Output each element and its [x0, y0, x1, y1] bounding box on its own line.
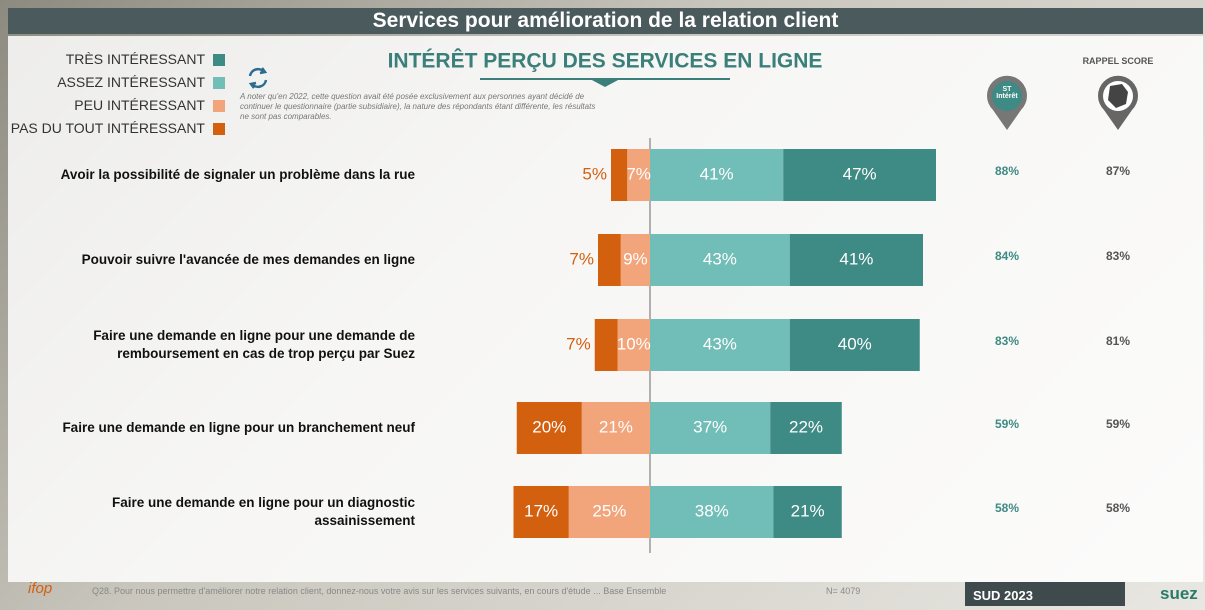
value-label: 41%: [700, 164, 734, 183]
note: A noter qu'en 2022, cette question avait…: [240, 92, 600, 122]
legend-swatch: [213, 100, 225, 112]
value-label: 47%: [843, 164, 877, 183]
legend-label: ASSEZ INTÉRESSANT: [57, 74, 205, 90]
value-label: 40%: [838, 334, 872, 353]
score: 83%: [995, 334, 1019, 348]
legend-label: PAS DU TOUT INTÉRESSANT: [11, 120, 205, 136]
value-label: 38%: [695, 501, 729, 520]
category-label: Faire une demande en ligne pour un diagn…: [60, 484, 415, 540]
legend-swatch: [213, 123, 225, 135]
score: 59%: [1106, 417, 1130, 431]
category-label: Avoir la possibilité de signaler un prob…: [60, 147, 415, 203]
slide: Services pour amélioration de la relatio…: [0, 0, 1205, 610]
value-label: 43%: [703, 334, 737, 353]
value-label: 43%: [703, 249, 737, 268]
score: 58%: [995, 501, 1019, 515]
column-header: RAPPEL SCORE: [1068, 56, 1168, 66]
legend-swatch: [213, 77, 225, 89]
brand: suez: [1160, 584, 1198, 604]
legend-swatch: [213, 54, 225, 66]
value-label: 10%: [617, 334, 651, 353]
category-label: Faire une demande en ligne pour un branc…: [60, 400, 415, 456]
footnote: Q28. Pour nous permettre d'améliorer not…: [92, 586, 666, 596]
legend-label: TRÈS INTÉRESSANT: [66, 51, 205, 67]
value-label: 21%: [791, 501, 825, 520]
value-label: 21%: [599, 417, 633, 436]
value-label: 7%: [566, 334, 591, 353]
edition: SUD 2023: [973, 588, 1033, 603]
value-label: 9%: [623, 249, 648, 268]
score: 84%: [995, 249, 1019, 263]
value-label: 17%: [524, 501, 558, 520]
category-label: Pouvoir suivre l'avancée de mes demandes…: [60, 232, 415, 288]
score: 83%: [1106, 249, 1130, 263]
base: N= 4079: [826, 586, 860, 596]
sync-icon: [250, 68, 266, 88]
title-arrow: [590, 79, 620, 87]
value-label: 41%: [839, 249, 873, 268]
score: 81%: [1106, 334, 1130, 348]
value-label: 5%: [582, 164, 607, 183]
bar-segment: [595, 319, 618, 371]
column-header: ST Intérêt: [992, 86, 1022, 100]
bar-segment: [611, 149, 627, 201]
legend-label: PEU INTÉRESSANT: [74, 97, 205, 113]
score: 87%: [1106, 164, 1130, 178]
value-label: 22%: [789, 417, 823, 436]
chart-title: INTÉRÊT PERÇU DES SERVICES EN LIGNE: [388, 49, 823, 73]
score: 59%: [995, 417, 1019, 431]
score: 58%: [1106, 501, 1130, 515]
value-label: 7%: [626, 164, 651, 183]
category-label: Faire une demande en ligne pour une dema…: [60, 317, 415, 373]
logo: ifop: [28, 580, 52, 597]
value-label: 25%: [592, 501, 626, 520]
value-label: 20%: [532, 417, 566, 436]
bar-segment: [598, 234, 621, 286]
score: 88%: [995, 164, 1019, 178]
value-label: 37%: [693, 417, 727, 436]
value-label: 7%: [569, 249, 594, 268]
